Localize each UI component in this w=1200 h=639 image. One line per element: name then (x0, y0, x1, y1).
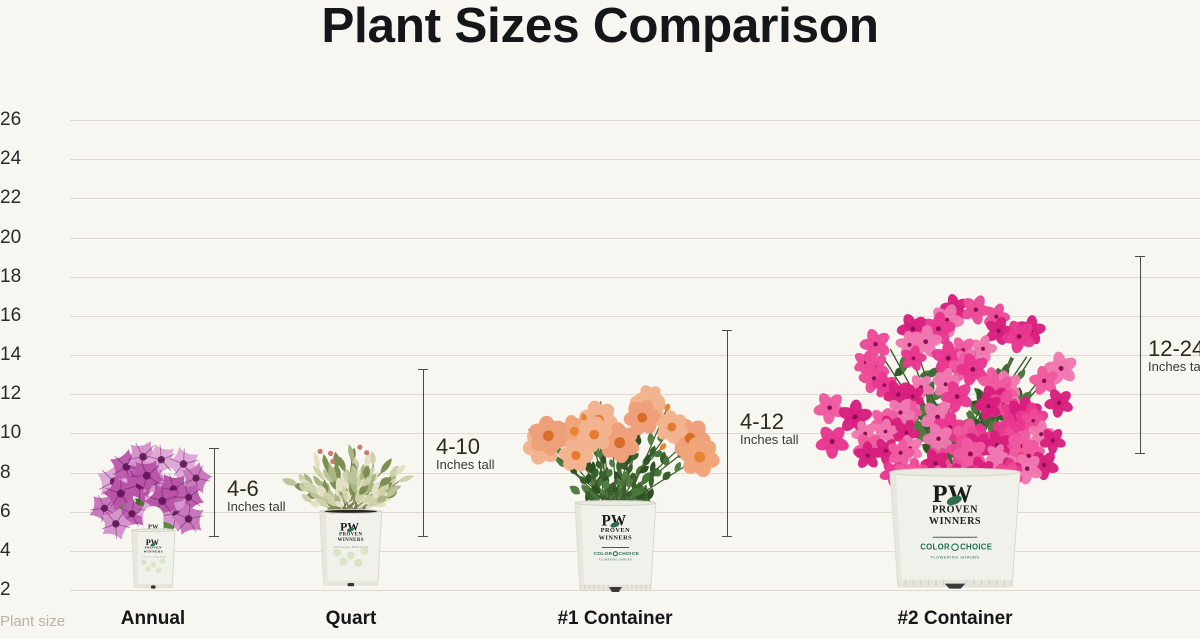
svg-text:WINNERS: WINNERS (929, 516, 981, 527)
svg-text:FLOWERING SHRUBS: FLOWERING SHRUBS (931, 554, 980, 559)
svg-text:FLOWERING SHRUBS: FLOWERING SHRUBS (599, 559, 632, 562)
svg-text:PROVEN: PROVEN (601, 527, 631, 534)
svg-text:WINNERS: WINNERS (338, 538, 364, 543)
svg-text:PROVEN: PROVEN (932, 504, 978, 515)
svg-text:COLOR: COLOR (593, 551, 612, 557)
svg-text:CHOICE: CHOICE (960, 543, 992, 552)
svg-text:WINNERS: WINNERS (599, 534, 633, 541)
svg-text:WINNERS: WINNERS (143, 550, 163, 554)
svg-text:COLOR: COLOR (920, 543, 950, 552)
svg-text:CHOICE: CHOICE (619, 551, 640, 557)
svg-text:PROVEN: PROVEN (339, 533, 362, 538)
svg-text:#1 Premium Plant Food: #1 Premium Plant Food (141, 556, 165, 559)
